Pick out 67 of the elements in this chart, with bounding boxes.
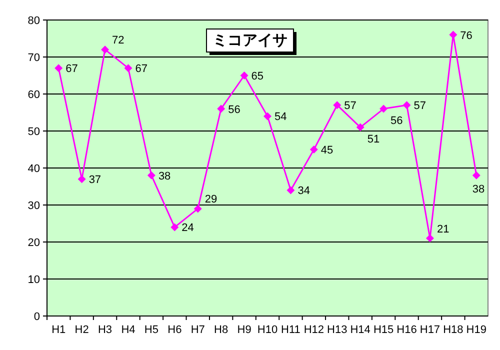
data-label: 67 (66, 63, 78, 76)
data-label: 29 (204, 194, 218, 206)
y-tick-label: 50 (28, 126, 40, 138)
point (170, 223, 179, 232)
x-tick-label: H11 (281, 324, 300, 336)
x-tick-label: H19 (466, 324, 486, 336)
point (402, 101, 411, 110)
x-tick-label: H10 (257, 324, 278, 336)
x-tick-label: H1 (52, 324, 66, 336)
data-label: 57 (414, 100, 426, 112)
x-tick-label: H4 (121, 324, 136, 336)
data-label: 21 (436, 223, 450, 236)
point (124, 64, 132, 72)
point (286, 186, 295, 194)
data-label: 67 (135, 63, 148, 76)
point (449, 30, 458, 39)
point (380, 104, 388, 113)
data-label: 45 (320, 144, 334, 156)
x-tick-label: H7 (190, 324, 205, 336)
point (101, 46, 110, 54)
point (147, 171, 156, 180)
y-tick-label: 80 (28, 15, 40, 27)
y-tick-label: 60 (28, 89, 40, 101)
data-label: 51 (367, 133, 380, 146)
data-label: 56 (228, 104, 240, 116)
data-label: 54 (274, 111, 287, 124)
text: ミコアイサ (212, 32, 288, 49)
y-tick-label: 40 (28, 163, 40, 175)
x-tick-label: H3 (98, 324, 112, 336)
data-label: 65 (251, 70, 264, 82)
x-tick-label: H5 (144, 324, 158, 336)
data-label: 72 (112, 34, 124, 47)
y-tick-label: 10 (28, 274, 40, 286)
x-tick-label: H2 (74, 324, 89, 336)
data-label: 24 (182, 222, 194, 234)
data-label: 37 (88, 174, 102, 186)
point (356, 123, 364, 132)
x-tick-label: H9 (237, 324, 252, 336)
point (264, 112, 272, 120)
point (472, 171, 480, 180)
point (54, 64, 63, 72)
point (333, 101, 342, 110)
point (310, 146, 318, 154)
x-tick-label: H13 (327, 324, 348, 336)
x-tick-label: H14 (350, 324, 370, 336)
x-tick-label: H16 (396, 324, 417, 336)
data-label: 34 (298, 185, 310, 198)
y-tick-label: 0 (34, 311, 40, 323)
point (78, 175, 86, 184)
y-tick-label: 70 (28, 52, 40, 64)
x-tick-label: H15 (373, 324, 394, 336)
data-label: 38 (472, 183, 485, 196)
x-tick-label: H8 (214, 324, 228, 336)
x-tick-label: H18 (443, 324, 464, 336)
x-tick-label: H17 (420, 324, 440, 336)
y-tick-label: 20 (28, 237, 40, 249)
data-label: 76 (460, 30, 472, 42)
x-tick-label: H6 (168, 324, 182, 336)
data-label: 38 (158, 170, 171, 182)
point (426, 234, 434, 242)
point (194, 204, 202, 213)
y-tick-label: 30 (28, 200, 40, 212)
data-label: 56 (390, 114, 403, 127)
data-label: 57 (344, 100, 356, 112)
x-tick-label: H12 (304, 324, 324, 336)
point (240, 72, 248, 80)
point (217, 104, 226, 113)
